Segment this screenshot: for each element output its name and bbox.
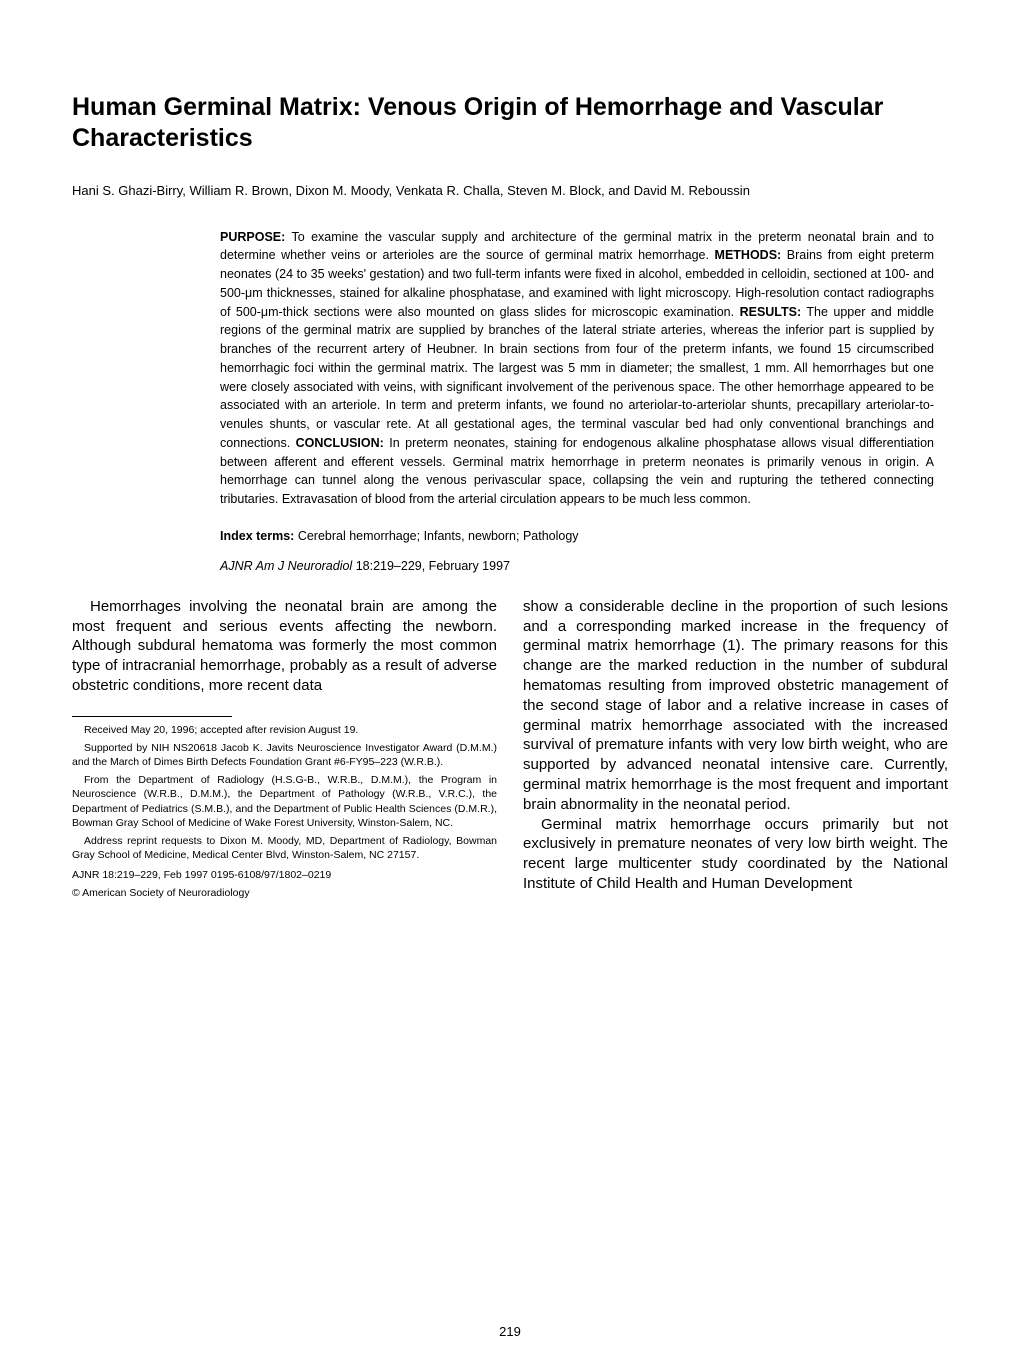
abstract: PURPOSE: To examine the vascular supply …	[220, 228, 934, 509]
purpose-label: PURPOSE:	[220, 230, 285, 244]
body-columns: Hemorrhages involving the neonatal brain…	[72, 597, 948, 901]
index-text: Cerebral hemorrhage; Infants, newborn; P…	[294, 529, 578, 543]
methods-label: METHODS:	[715, 248, 782, 262]
results-label: RESULTS:	[740, 305, 802, 319]
body-paragraph-1b: show a considerable decline in the propo…	[523, 597, 948, 815]
left-column-block: Hemorrhages involving the neonatal brain…	[72, 597, 497, 901]
conclusion-label: CONCLUSION:	[296, 436, 384, 450]
footnote-copyright: © American Society of Neuroradiology	[72, 886, 497, 900]
footnote-received: Received May 20, 1996; accepted after re…	[72, 723, 497, 737]
page-number: 219	[0, 1324, 1020, 1339]
footnote-rule	[72, 716, 232, 717]
author-list: Hani S. Ghazi-Birry, William R. Brown, D…	[72, 183, 948, 198]
body-paragraph-1a: Hemorrhages involving the neonatal brain…	[72, 597, 497, 696]
footnotes: Received May 20, 1996; accepted after re…	[72, 723, 497, 901]
citation-rest: 18:219–229, February 1997	[352, 559, 510, 573]
results-text: The upper and middle regions of the germ…	[220, 305, 934, 450]
journal-citation: AJNR Am J Neuroradiol 18:219–229, Februa…	[220, 559, 948, 573]
footnote-support: Supported by NIH NS20618 Jacob K. Javits…	[72, 741, 497, 769]
footnote-reprints: Address reprint requests to Dixon M. Moo…	[72, 834, 497, 862]
article-title: Human Germinal Matrix: Venous Origin of …	[72, 92, 948, 155]
footnote-affiliations: From the Department of Radiology (H.S.G-…	[72, 773, 497, 830]
index-label: Index terms:	[220, 529, 294, 543]
footnote-ajnr: AJNR 18:219–229, Feb 1997 0195-6108/97/1…	[72, 868, 497, 882]
body-paragraph-2: Germinal matrix hemorrhage occurs primar…	[523, 815, 948, 894]
journal-name: AJNR Am J Neuroradiol	[220, 559, 352, 573]
index-terms: Index terms: Cerebral hemorrhage; Infant…	[220, 529, 948, 543]
